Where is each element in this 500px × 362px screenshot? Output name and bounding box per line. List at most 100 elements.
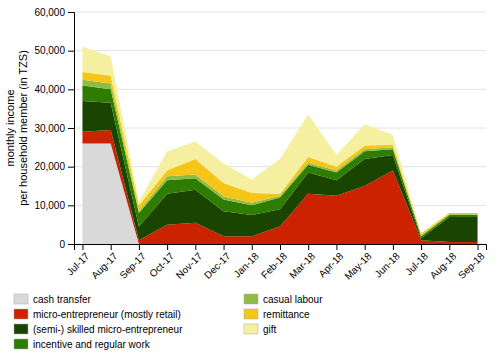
tick: Nov-17 bbox=[174, 244, 205, 281]
tick-label: 60,000 bbox=[34, 7, 65, 18]
y-axis-title: monthly incomeper household member (in T… bbox=[4, 50, 29, 206]
grid-line bbox=[74, 12, 486, 13]
tick-label: Jul-17 bbox=[64, 250, 91, 277]
legend-item: gift bbox=[244, 324, 277, 335]
tick: Mar-18 bbox=[287, 244, 317, 281]
legend-label: cash transfer bbox=[33, 294, 91, 305]
tick-mark bbox=[365, 244, 366, 250]
tick: 10,000 bbox=[34, 200, 74, 211]
tick-mark bbox=[68, 205, 74, 206]
legend-item: (semi-) skilled micro-entrepreneur bbox=[14, 324, 183, 335]
legend-item: casual labour bbox=[244, 294, 323, 305]
tick-mark bbox=[280, 244, 281, 250]
legend-item: remittance bbox=[244, 309, 310, 320]
tick-mark bbox=[252, 244, 253, 250]
tick-mark bbox=[393, 244, 394, 250]
tick: Sep-18 bbox=[456, 244, 487, 281]
tick-label: Sep-18 bbox=[456, 250, 487, 281]
grid-line bbox=[74, 50, 486, 51]
legend-item: micro-entrepreneur (mostly retail) bbox=[14, 309, 181, 320]
tick: Aug-17 bbox=[89, 244, 120, 281]
tick-mark bbox=[68, 167, 74, 168]
tick: 60,000 bbox=[34, 7, 74, 18]
tick-label: Dec-17 bbox=[202, 250, 233, 281]
legend-swatch bbox=[14, 294, 28, 304]
tick-label: Oct-17 bbox=[147, 250, 176, 279]
tick: 30,000 bbox=[34, 123, 74, 134]
x-axis: Jul-17Aug-17Sep-17Oct-17Nov-17Dec-17Jan-… bbox=[64, 244, 486, 282]
tick: Dec-17 bbox=[202, 244, 233, 281]
tick-label: 20,000 bbox=[34, 161, 65, 172]
area bbox=[82, 80, 477, 237]
tick-mark bbox=[68, 12, 74, 13]
tick-mark bbox=[195, 244, 196, 250]
tick-label: Jan-18 bbox=[231, 250, 261, 280]
tick-mark bbox=[224, 244, 225, 250]
legend-swatch bbox=[14, 324, 28, 334]
grid bbox=[74, 12, 486, 244]
tick-label: Sep-17 bbox=[117, 250, 148, 281]
chart: 0 10,000 20,000 30,000 40,000 50,000 60,000 Jul… bbox=[0, 0, 500, 362]
legend-label: incentive and regular work bbox=[33, 339, 151, 350]
tick-label: Aug-17 bbox=[89, 250, 120, 281]
tick: Jul-17 bbox=[64, 244, 91, 277]
tick-label: Nov-17 bbox=[174, 250, 205, 281]
legend-swatch bbox=[244, 324, 258, 334]
tick: Sep-17 bbox=[117, 244, 148, 281]
tick-label: Aug-18 bbox=[428, 250, 459, 281]
tick-mark bbox=[449, 244, 450, 250]
tick: Oct-17 bbox=[147, 244, 176, 279]
area bbox=[82, 72, 477, 236]
tick: Feb-18 bbox=[259, 244, 289, 281]
legend-swatch bbox=[14, 309, 28, 319]
tick-mark bbox=[336, 244, 337, 250]
tick: 0 bbox=[59, 239, 74, 250]
tick-mark bbox=[68, 51, 74, 52]
axis-line bbox=[75, 245, 487, 251]
tick: Jul-18 bbox=[403, 244, 430, 277]
legend-label: remittance bbox=[263, 309, 310, 320]
tick: 50,000 bbox=[34, 45, 74, 56]
tick: 20,000 bbox=[34, 161, 74, 172]
legend-swatch bbox=[14, 339, 28, 349]
tick: Jun-18 bbox=[372, 244, 402, 280]
tick-label: Mar-18 bbox=[287, 250, 317, 280]
tick-label: Feb-18 bbox=[259, 250, 289, 280]
axis-line bbox=[68, 13, 75, 245]
tick-label: 30,000 bbox=[34, 123, 65, 134]
tick-mark bbox=[421, 244, 422, 250]
tick-mark bbox=[308, 244, 309, 250]
tick-label: Jul-18 bbox=[403, 250, 430, 277]
legend: cash transfer micro-entrepreneur (mostly … bbox=[14, 294, 323, 350]
tick-label: May-18 bbox=[342, 250, 374, 282]
tick: May-18 bbox=[342, 244, 374, 282]
tick-label: Jun-18 bbox=[372, 250, 402, 280]
legend-swatch bbox=[244, 309, 258, 319]
legend-item: incentive and regular work bbox=[14, 339, 151, 350]
legend-label: micro-entrepreneur (mostly retail) bbox=[33, 309, 181, 320]
tick-label: 50,000 bbox=[34, 45, 65, 56]
tick-mark bbox=[111, 244, 112, 250]
tick-mark bbox=[167, 244, 168, 250]
areas bbox=[82, 47, 477, 244]
tick-mark bbox=[82, 244, 83, 250]
tick: Aug-18 bbox=[428, 244, 459, 281]
legend-swatch bbox=[244, 294, 258, 304]
legend-label: (semi-) skilled micro-entrepreneur bbox=[33, 324, 183, 335]
legend-item: cash transfer bbox=[14, 294, 91, 305]
tick-mark bbox=[68, 89, 74, 90]
tick: Jan-18 bbox=[231, 244, 261, 280]
legend-label: casual labour bbox=[263, 294, 323, 305]
tick-mark bbox=[478, 244, 479, 250]
y-axis: 0 10,000 20,000 30,000 40,000 50,000 60,000 bbox=[34, 7, 74, 250]
tick-mark bbox=[68, 128, 74, 129]
tick-label: 10,000 bbox=[34, 200, 65, 211]
grid-line bbox=[74, 89, 486, 90]
tick-mark bbox=[139, 244, 140, 250]
tick-label: 0 bbox=[59, 239, 65, 250]
tick: 40,000 bbox=[34, 84, 74, 95]
tick-label: Apr-18 bbox=[316, 250, 345, 279]
plot: 0 10,000 20,000 30,000 40,000 50,000 60,000 Jul… bbox=[4, 7, 487, 282]
tick-label: 40,000 bbox=[34, 84, 65, 95]
grid-line bbox=[74, 128, 486, 129]
